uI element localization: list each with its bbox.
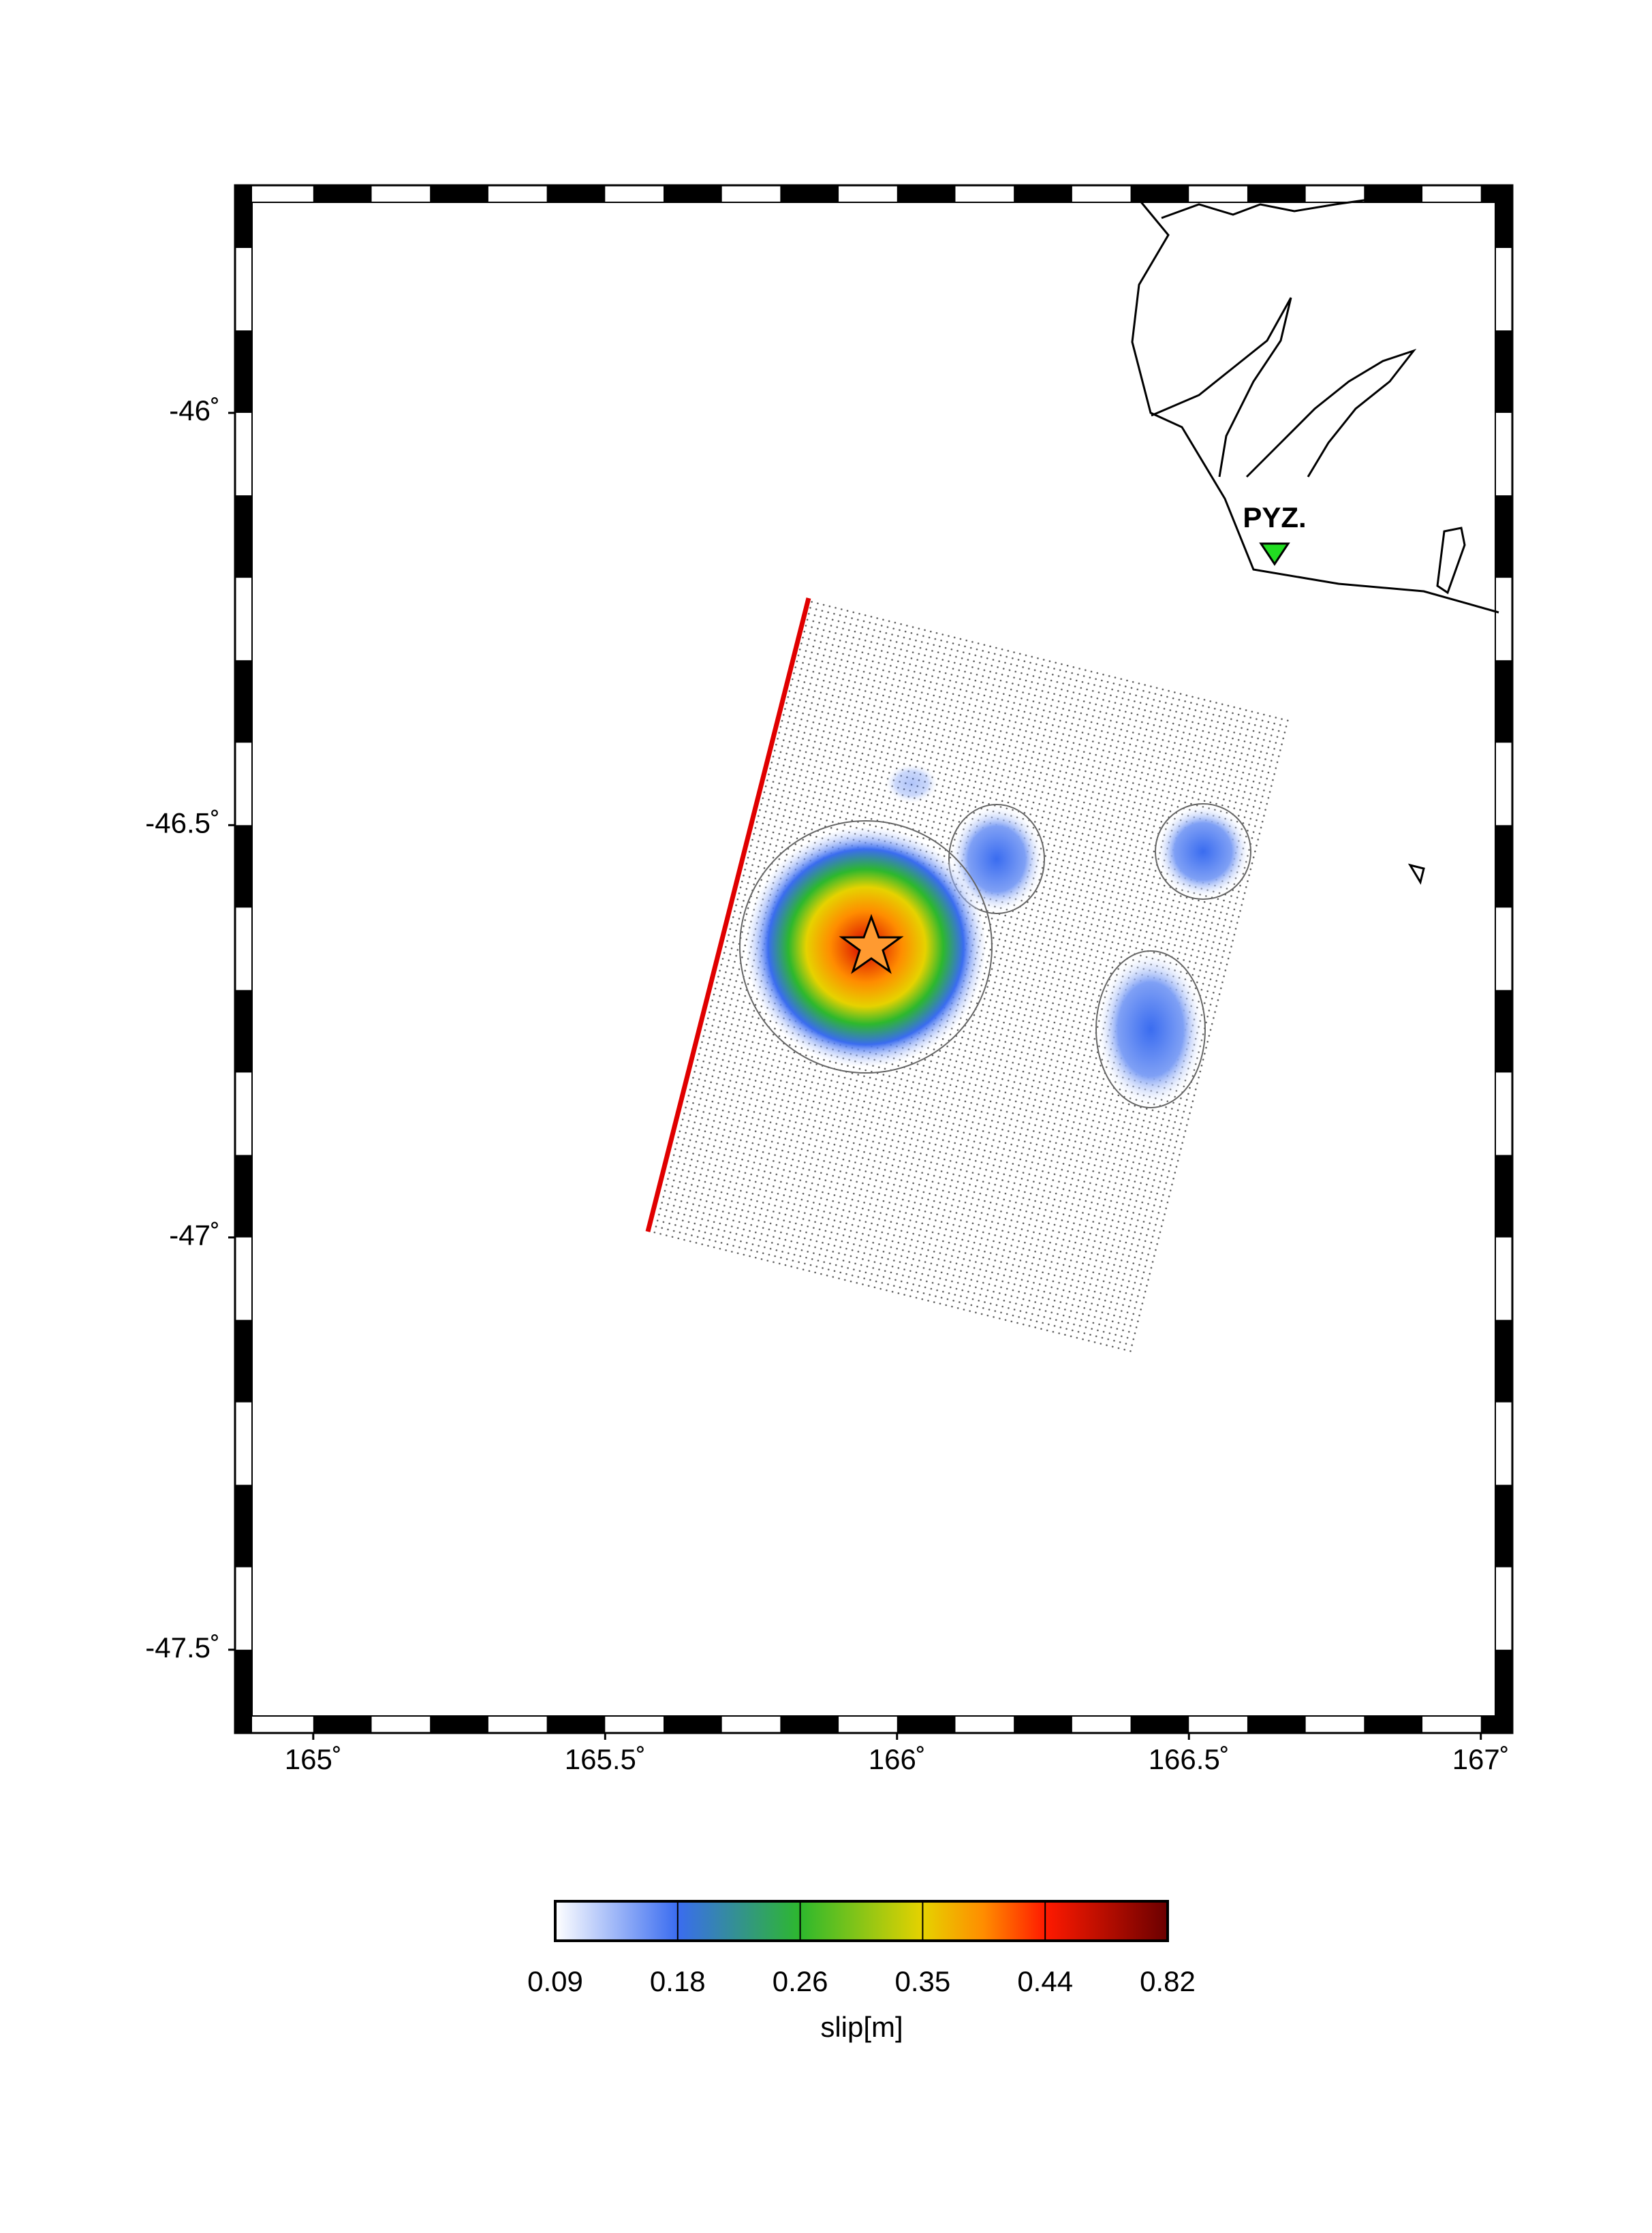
colorbar-tick-label: 0.09 [527,1965,583,1997]
epicenter [839,914,904,974]
frame-segment [1495,660,1512,743]
frame-segment [1130,1716,1189,1733]
frame-segment [1130,185,1189,202]
frame-segment [235,1649,252,1732]
frame-segment [897,185,956,202]
frame-segment [780,185,839,202]
frame-segment [663,185,722,202]
frame-segment [235,495,252,578]
frame-segment [1364,1716,1423,1733]
frame-segment [1014,1716,1072,1733]
colorbar-tick-label: 0.82 [1140,1965,1196,1997]
colorbar-tick-label: 0.35 [895,1965,951,1997]
frame-segment [1364,185,1423,202]
y-tick-label: -47.5˚ [145,1631,220,1664]
colorbar-tick-label: 0.26 [773,1965,828,1997]
y-tick-label: -46.5˚ [145,807,220,839]
frame-segment [313,185,372,202]
frame-segment [1495,1320,1512,1403]
colorbar [554,1900,1169,1942]
frame-segment [1495,495,1512,578]
slip-contour [739,820,993,1074]
frame-segment [235,825,252,908]
frame-segment [235,1155,252,1238]
frame-segment [546,1716,606,1733]
slip-patch [948,804,1045,914]
slip-patch [884,763,939,804]
coastline [1131,196,1499,885]
frame-segment [897,1716,956,1733]
frame-segment [1247,185,1306,202]
frame-segment [235,1484,252,1567]
fault-trace [645,597,811,1232]
frame-segment [1495,1649,1512,1732]
frame-segment [1495,825,1512,908]
frame-segment [663,1716,722,1733]
frame-segment [780,1716,839,1733]
frame-segment [430,1716,488,1733]
x-tick-label: 165.5˚ [565,1743,646,1775]
frame-segment [1495,330,1512,413]
x-tick-label: 166.5˚ [1149,1743,1230,1775]
frame-segment [235,1320,252,1403]
colorbar-label: slip[m] [820,2011,903,2043]
x-tick-label: 167˚ [1452,1743,1510,1775]
colorbar-tick-label: 0.18 [650,1965,706,1997]
frame-segment [546,185,606,202]
y-tick-label: -47˚ [169,1219,220,1251]
station-label: PYZ. [1243,501,1306,533]
frame-segment [430,185,488,202]
x-tick-label: 166˚ [869,1743,926,1775]
frame-segment [235,990,252,1073]
frame-segment [235,185,252,248]
frame-segment [235,330,252,413]
colorbar-tick-label: 0.44 [1017,1965,1073,1997]
frame-segment [1247,1716,1306,1733]
slip-patch [1095,950,1206,1108]
y-tick-label: -46˚ [169,394,220,426]
frame-segment [1495,1155,1512,1238]
frame-segment [1014,185,1072,202]
frame [234,184,1514,1734]
frame-inner [251,202,1496,1717]
frame-segment [1495,990,1512,1073]
x-tick-label: 165˚ [285,1743,342,1775]
frame-segment [1495,1484,1512,1567]
frame-segment [313,1716,372,1733]
frame-segment [235,660,252,743]
slip-patch [1155,803,1251,900]
frame-segment [1495,185,1512,248]
station-marker [1259,542,1290,566]
